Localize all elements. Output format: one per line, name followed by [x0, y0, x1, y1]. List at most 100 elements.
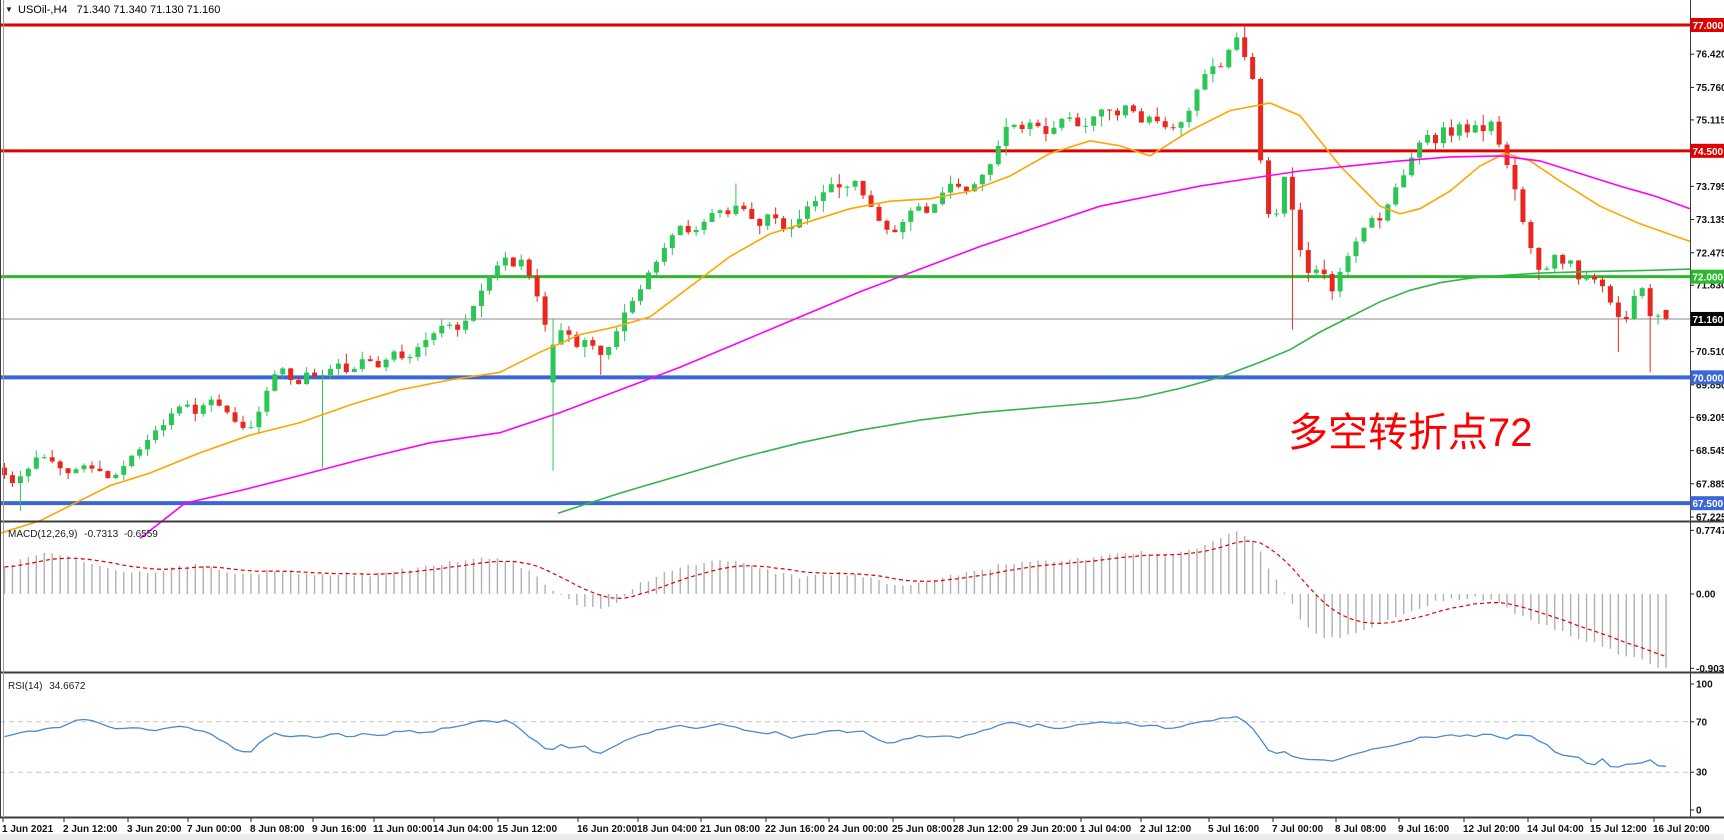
- candle-body: [1528, 222, 1534, 248]
- candle-body: [486, 277, 492, 291]
- candle-body: [1242, 37, 1248, 57]
- candle-body: [1154, 116, 1160, 122]
- macd-value-main: -0.7313: [84, 529, 118, 540]
- candle-body: [1615, 302, 1621, 317]
- candle-body: [1552, 254, 1558, 269]
- candle-body: [208, 399, 214, 406]
- candle-body: [963, 186, 969, 192]
- candle-body: [17, 476, 23, 484]
- candle-body: [57, 461, 63, 469]
- candle-body: [447, 324, 453, 326]
- candle-body: [1146, 116, 1152, 123]
- candle-body: [685, 225, 691, 233]
- candle-body: [820, 192, 826, 201]
- time-label: 2 Jun 12:00: [63, 824, 118, 835]
- candle-body: [797, 218, 802, 228]
- candle-body: [224, 405, 230, 413]
- candle-body: [351, 368, 357, 373]
- candle-body: [773, 214, 779, 219]
- rsi-panel[interactable]: [0, 716, 1690, 773]
- candle-body: [1425, 135, 1431, 143]
- price-axis[interactable]: 76.420 75.760 75.115 73.795 73.135 72.475 71.8…: [1690, 17, 1724, 817]
- price-label-box: [1690, 370, 1724, 385]
- axis-tick-label: 72.475: [1696, 248, 1724, 259]
- candle-body: [1337, 271, 1343, 292]
- candle-body: [622, 312, 628, 332]
- rsi-name: RSI(14): [8, 681, 42, 692]
- candle-body: [1313, 269, 1319, 273]
- time-label: 21 Jun 08:00: [700, 824, 760, 835]
- time-label: 28 Jun 12:00: [953, 824, 1013, 835]
- candle-body: [1107, 109, 1113, 111]
- candle-body: [638, 289, 643, 301]
- rsi-line: [4, 716, 1667, 768]
- time-axis[interactable]: 1 Jun 2021 2 Jun 12:00 3 Jun 20:00 7 Jun 00…: [2, 818, 1710, 835]
- ma-fast-orange: [0, 102, 1691, 535]
- candle-body: [701, 221, 707, 230]
- candle-body: [1067, 117, 1073, 119]
- candle-body: [494, 265, 500, 278]
- candle-body: [1258, 78, 1264, 161]
- time-label: 15 Jul 12:00: [1590, 824, 1647, 835]
- axis-tick-label: 68.545: [1696, 446, 1724, 457]
- candle-body: [9, 475, 15, 484]
- collapse-chart-icon[interactable]: ▼: [5, 5, 13, 14]
- chart-title: USOil-,H4 71.340 71.340 71.130 71.160: [18, 4, 220, 16]
- candle-body: [33, 457, 39, 469]
- axis-tick-label: 73.795: [1696, 182, 1724, 193]
- candles-layer[interactable]: [2, 24, 1669, 511]
- candle-body: [836, 184, 842, 188]
- price-lines-layer[interactable]: [0, 23, 1690, 506]
- candle-body: [1655, 315, 1661, 317]
- price-label-box: [1690, 143, 1724, 158]
- time-label: 9 Jul 16:00: [1398, 824, 1450, 835]
- axis-tick-label: 30: [1696, 768, 1708, 779]
- candle-body: [407, 356, 413, 359]
- candle-body: [653, 261, 659, 273]
- axis-tick-label: 69.850: [1696, 380, 1724, 391]
- macd-signal-line: [4, 540, 1667, 657]
- price-label-box-text: 71.160: [1693, 315, 1724, 326]
- time-label: 8 Jul 08:00: [1335, 824, 1387, 835]
- annotation-text: 多空转折点72: [1288, 411, 1533, 455]
- candle-body: [383, 359, 389, 368]
- candle-body: [1099, 109, 1105, 117]
- time-label: 1 Jul 04:00: [1080, 824, 1132, 835]
- candle-body: [232, 412, 238, 422]
- time-label: 9 Jun 16:00: [312, 824, 367, 835]
- candle-body: [240, 421, 246, 428]
- candle-body: [1377, 218, 1383, 221]
- candle-body: [582, 340, 588, 347]
- candle-body: [1305, 250, 1311, 273]
- symbol-timeframe: USOil-,H4: [18, 4, 68, 16]
- candle-body: [113, 474, 119, 478]
- price-label-box: [1690, 311, 1724, 326]
- candle-body: [884, 220, 890, 230]
- static-labels: ▼ USOil-,H4 71.340 71.340 71.130 71.160 …: [5, 4, 1533, 692]
- candle-body: [1560, 254, 1566, 264]
- candle-body: [677, 225, 683, 236]
- candle-body: [932, 204, 938, 213]
- macd-label: MACD(12,26,9) -0.7313 -0.6559: [8, 529, 158, 540]
- candle-body: [1059, 118, 1065, 128]
- candle-body: [280, 368, 286, 375]
- time-label: 14 Jun 04:00: [433, 824, 493, 835]
- candle-body: [367, 359, 373, 361]
- axis-tick-label: 75.760: [1696, 83, 1724, 94]
- candle-body: [1321, 269, 1327, 275]
- candle-body: [1536, 247, 1542, 270]
- time-label: 7 Jun 00:00: [187, 824, 242, 835]
- candle-body: [924, 206, 930, 213]
- candle-body: [876, 206, 882, 221]
- time-label: 29 Jun 20:00: [1017, 824, 1077, 835]
- candle-body: [868, 195, 874, 207]
- candle-body: [1210, 66, 1216, 75]
- candle-body: [1011, 124, 1017, 127]
- candle-body: [1568, 260, 1574, 264]
- candle-body: [1043, 126, 1049, 134]
- macd-panel[interactable]: [3, 531, 1667, 668]
- candle-body: [1202, 74, 1208, 90]
- candle-body: [81, 465, 87, 470]
- candle-body: [1297, 209, 1303, 251]
